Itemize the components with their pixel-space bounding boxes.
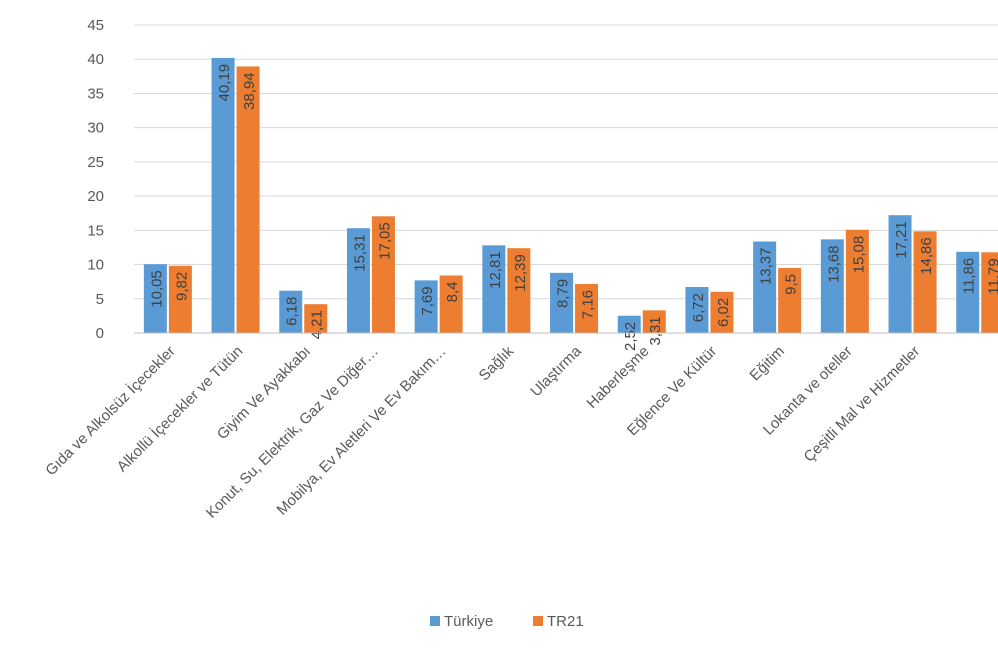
- legend-label: TR21: [547, 613, 584, 630]
- bar-tr21: [575, 283, 599, 333]
- y-tick-label: 0: [96, 325, 104, 342]
- bar-turkiye: [753, 241, 777, 333]
- data-label: 9,82: [173, 272, 190, 301]
- data-label: 4,21: [309, 310, 326, 339]
- data-label: 7,16: [580, 290, 597, 319]
- data-label: 3,31: [647, 316, 664, 345]
- y-tick-label: 20: [87, 188, 104, 205]
- data-label: 13,68: [825, 245, 842, 283]
- data-label: 6,18: [284, 297, 301, 326]
- bar-tr21: [981, 252, 998, 333]
- bar-turkiye: [482, 245, 506, 333]
- y-tick-label: 35: [87, 85, 104, 102]
- data-label: 13,37: [758, 247, 775, 285]
- bar-tr21: [710, 291, 734, 333]
- bar-tr21: [845, 229, 869, 333]
- data-label: 15,08: [850, 236, 867, 274]
- bar-tr21: [778, 267, 802, 333]
- category-label: Çeşitli Mal ve Hizmetler: [801, 343, 924, 466]
- legend-swatch-turkiye: [430, 616, 440, 626]
- bar-turkiye: [888, 215, 912, 333]
- data-label: 15,31: [351, 234, 368, 272]
- data-label: 9,5: [783, 274, 800, 295]
- bar-turkiye: [346, 228, 370, 333]
- bar-tr21: [168, 265, 192, 333]
- category-label: Alkollü İçecekler ve Tütün: [113, 342, 246, 475]
- data-label: 10,05: [148, 270, 165, 308]
- bar-tr21: [236, 66, 260, 334]
- bar-tr21: [304, 304, 328, 333]
- data-label: 6,72: [690, 293, 707, 322]
- data-label: 40,19: [216, 64, 233, 102]
- category-label: Sağlık: [476, 342, 518, 384]
- data-label: 2,52: [622, 322, 639, 351]
- data-label: 38,94: [241, 72, 258, 110]
- data-label: 14,86: [918, 237, 935, 275]
- data-label: 17,05: [376, 222, 393, 260]
- bar-tr21: [642, 310, 666, 333]
- bar-turkiye: [617, 315, 641, 333]
- data-label: 6,02: [715, 298, 732, 327]
- y-tick-label: 10: [87, 257, 104, 274]
- y-tick-label: 40: [87, 51, 104, 68]
- category-label: Ulaştırma: [527, 342, 585, 400]
- y-tick-label: 45: [87, 17, 104, 34]
- data-label: 8,4: [444, 282, 461, 303]
- y-axis-ticks: 0 5 10 15 20 25 30 35 40 45: [87, 17, 104, 342]
- data-label: 11,86: [961, 258, 978, 294]
- y-tick-label: 15: [87, 222, 104, 239]
- data-label: 12,81: [487, 251, 504, 289]
- bars: [143, 57, 998, 334]
- category-label: Eğitim: [746, 343, 787, 384]
- bar-turkiye: [143, 264, 167, 333]
- data-label: 12,39: [512, 254, 529, 292]
- category-label: Gıda ve Alkolsüz İçecekler: [42, 342, 179, 479]
- bar-tr21: [913, 231, 937, 333]
- bar-turkiye: [956, 251, 980, 333]
- bar-turkiye: [820, 239, 844, 333]
- bar-turkiye: [211, 57, 235, 333]
- data-label: 11,79: [986, 258, 998, 294]
- y-tick-label: 25: [87, 154, 104, 171]
- gridlines: [134, 24, 998, 300]
- category-label: Haberleşme: [583, 343, 652, 412]
- data-label: 17,21: [893, 221, 910, 259]
- bar-turkiye: [279, 290, 303, 333]
- legend-swatch-tr21: [533, 616, 543, 626]
- bar-turkiye: [685, 287, 709, 333]
- bar-tr21: [507, 248, 531, 333]
- data-label: 7,69: [419, 286, 436, 315]
- bar-tr21: [439, 275, 463, 333]
- y-tick-label: 5: [96, 291, 104, 308]
- bar-turkiye: [550, 272, 574, 333]
- bar-turkiye: [414, 280, 438, 333]
- legend: Türkiye TR21: [430, 613, 584, 630]
- data-label: 8,79: [555, 279, 572, 308]
- y-tick-label: 30: [87, 120, 104, 137]
- bar-tr21: [371, 216, 395, 333]
- data-labels: 10,05 9,82 40,19 38,94 6,18 4,21 15,31 17,05 7,6…: [148, 64, 998, 351]
- legend-label: Türkiye: [444, 613, 493, 630]
